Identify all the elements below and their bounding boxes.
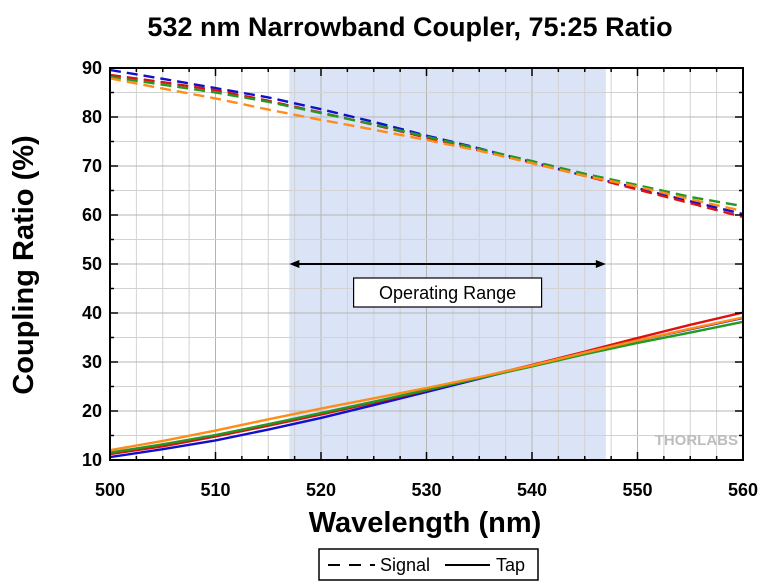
chart-title: 532 nm Narrowband Coupler, 75:25 Ratio (147, 12, 672, 42)
watermark-text: THORLABS (655, 432, 738, 449)
series-signal-line-3 (109, 77, 744, 213)
series-tap-line-7 (109, 316, 744, 452)
arrow-head-left (289, 260, 300, 268)
operating-range-annotation: Operating Range (289, 260, 606, 308)
series-signal-line-2 (109, 75, 744, 208)
series-signal-line-0 (109, 68, 744, 216)
x-tick-label: 540 (517, 480, 547, 500)
y-tick-label: 30 (82, 352, 102, 372)
y-tick-label: 80 (82, 107, 102, 127)
y-tick-label: 20 (82, 401, 102, 421)
x-tick-label: 530 (411, 480, 441, 500)
tick-labels: 500 510 520 530 540 550 560 10 20 30 40 50 60 70 80 90 (82, 58, 758, 500)
y-tick-label: 10 (82, 450, 102, 470)
legend: Signal Tap (318, 548, 539, 581)
operating-range-label-box (353, 277, 543, 308)
x-tick-label: 520 (306, 480, 336, 500)
x-axis-label: Wavelength (nm) (309, 507, 542, 539)
x-tick-label: 560 (728, 480, 758, 500)
series-signal-line-1 (109, 73, 744, 219)
x-tick-label: 510 (200, 480, 230, 500)
y-tick-label: 50 (82, 254, 102, 274)
thorlabs-watermark: THORLABS (655, 432, 738, 449)
series-tap-line-6 (109, 320, 744, 454)
y-tick-label: 60 (82, 205, 102, 225)
legend-signal-label: Signal (380, 555, 430, 575)
x-tick-label: 500 (95, 480, 125, 500)
x-tick-label: 550 (622, 480, 652, 500)
data-series (109, 68, 744, 459)
y-tick-label: 90 (82, 58, 102, 78)
legend-tap-label: Tap (496, 555, 525, 575)
operating-range-label: Operating Range (379, 283, 516, 303)
axes (109, 67, 744, 461)
y-axis-label: Coupling Ratio (%) (8, 135, 40, 394)
y-tick-label: 70 (82, 156, 102, 176)
y-tick-label: 40 (82, 303, 102, 323)
arrow-head-right (595, 260, 606, 268)
